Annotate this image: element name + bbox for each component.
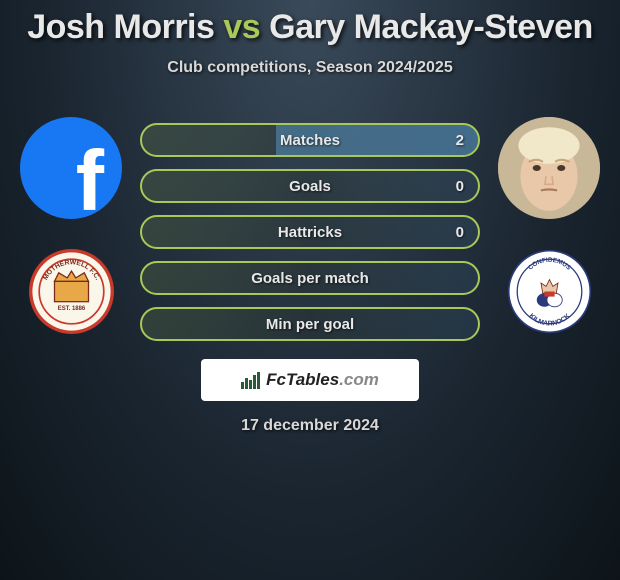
comparison-title: Josh Morris vs Gary Mackay-Steven — [0, 0, 620, 47]
player2-side: CONFIDEMUS KILMARNOCK — [498, 117, 600, 334]
player1-club-crest: MOTHERWELL F.C. EST. 1886 — [29, 249, 114, 334]
stat-label: Matches — [280, 132, 340, 149]
player1-name: Josh Morris — [27, 8, 214, 46]
player2-name: Gary Mackay-Steven — [269, 8, 593, 46]
stats-column: Matches 2 Goals 0 Hattricks 0 Goals per match M… — [140, 117, 480, 341]
source-brand: FcTables — [266, 370, 339, 389]
player2-avatar — [498, 117, 600, 219]
player1-side: MOTHERWELL F.C. EST. 1886 — [20, 117, 122, 334]
stat-bar: Goals 0 — [140, 169, 480, 203]
player2-face-icon — [498, 117, 600, 219]
stat-bar: Goals per match — [140, 261, 480, 295]
stat-value-right: 0 — [456, 224, 464, 241]
source-badge: FcTables.com — [201, 359, 419, 401]
bar-chart-icon — [241, 372, 260, 389]
subtitle: Club competitions, Season 2024/2025 — [0, 59, 620, 77]
vs-label: vs — [223, 8, 260, 46]
comparison-content: MOTHERWELL F.C. EST. 1886 Matches 2 Goals 0… — [0, 117, 620, 341]
date-label: 17 december 2024 — [0, 417, 620, 435]
stat-label: Min per goal — [266, 316, 354, 333]
stat-label: Goals — [289, 178, 331, 195]
stat-label: Hattricks — [278, 224, 342, 241]
source-tld: .com — [339, 370, 379, 389]
source-text: FcTables.com — [266, 370, 379, 390]
svg-text:EST. 1886: EST. 1886 — [57, 306, 85, 312]
stat-label: Goals per match — [251, 270, 369, 287]
player2-club-crest: CONFIDEMUS KILMARNOCK — [507, 249, 592, 334]
stat-value-right: 2 — [456, 132, 464, 149]
stat-bar: Min per goal — [140, 307, 480, 341]
stat-value-right: 0 — [456, 178, 464, 195]
stat-bar: Hattricks 0 — [140, 215, 480, 249]
stat-bar: Matches 2 — [140, 123, 480, 157]
player1-avatar — [20, 117, 122, 219]
